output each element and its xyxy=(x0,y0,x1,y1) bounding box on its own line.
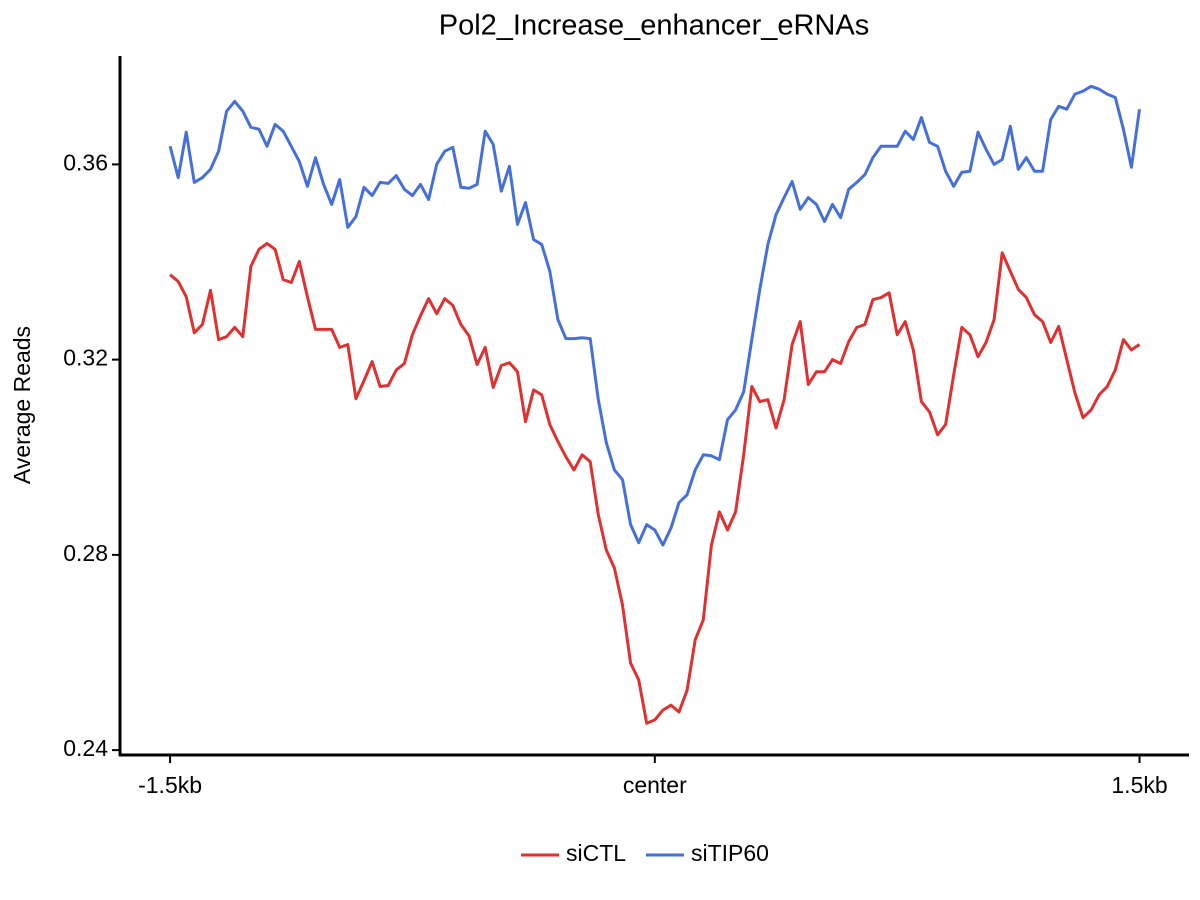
y-tick-label: 0.36 xyxy=(63,149,108,175)
x-tick-label: -1.5kb xyxy=(138,772,202,798)
chart-title: Pol2_Increase_enhancer_eRNAs xyxy=(439,10,869,42)
series-line xyxy=(169,242,1141,725)
legend-label: siTIP60 xyxy=(691,840,769,866)
y-tick-label: 0.24 xyxy=(63,735,108,761)
y-axis-label: Average Reads xyxy=(9,326,35,484)
legend-label: siCTL xyxy=(566,840,626,866)
y-tick-label: 0.32 xyxy=(63,345,108,371)
y-tick-label: 0.28 xyxy=(63,540,108,566)
x-tick-label: center xyxy=(623,772,687,798)
series-line xyxy=(168,84,1141,547)
x-tick-label: 1.5kb xyxy=(1111,772,1167,798)
